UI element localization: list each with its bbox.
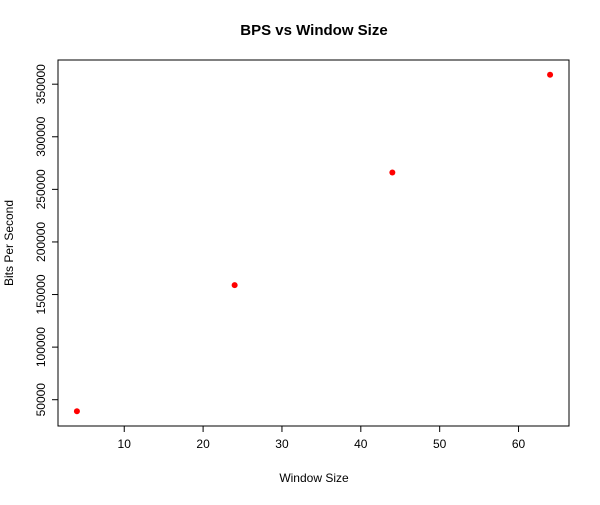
y-tick-label: 150000	[34, 274, 48, 314]
y-tick-label: 50000	[34, 383, 48, 417]
x-tick-label: 50	[433, 437, 447, 451]
x-tick-label: 10	[118, 437, 132, 451]
data-point	[73, 408, 80, 415]
x-tick-label: 20	[196, 437, 210, 451]
data-point	[231, 282, 238, 289]
data-point	[389, 169, 396, 176]
y-axis-label: Bits Per Second	[2, 200, 16, 286]
data-point	[547, 71, 554, 78]
y-tick-label: 100000	[34, 327, 48, 367]
chart-title: BPS vs Window Size	[240, 22, 387, 39]
y-tick-label: 250000	[34, 169, 48, 209]
x-tick-label: 30	[275, 437, 289, 451]
y-tick-label: 200000	[34, 222, 48, 262]
x-tick-label: 60	[512, 437, 526, 451]
y-axis: 50000 100000 150000 200000 250000 300000 35000…	[34, 64, 58, 417]
plot-frame	[57, 59, 570, 427]
y-tick-label: 300000	[34, 116, 48, 156]
x-axis-label: Window Size	[279, 471, 349, 485]
y-tick-label: 350000	[34, 64, 48, 104]
x-tick-label: 40	[354, 437, 368, 451]
data-points	[73, 71, 554, 415]
x-axis: 10 20 30 40 50 60	[118, 426, 526, 451]
